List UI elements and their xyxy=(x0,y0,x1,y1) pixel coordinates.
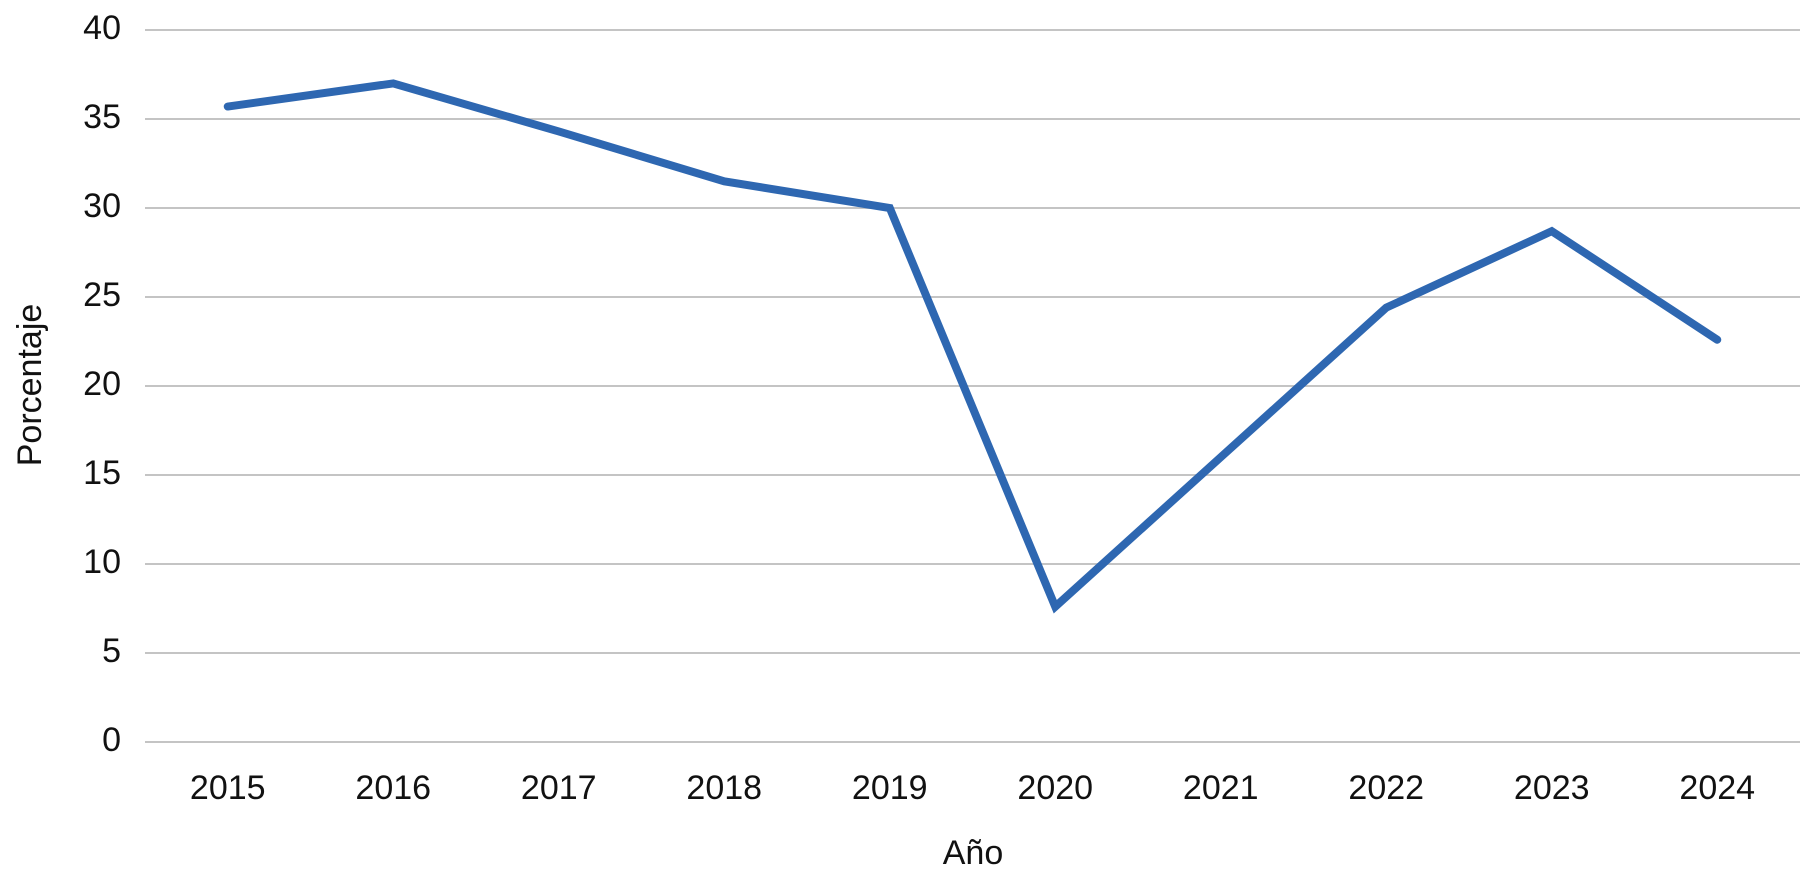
x-tick-label: 2019 xyxy=(852,769,928,807)
y-tick-label: 40 xyxy=(83,9,121,47)
x-tick-label: 2017 xyxy=(521,769,597,807)
y-tick-label: 15 xyxy=(83,454,121,492)
x-tick-label: 2016 xyxy=(355,769,431,807)
data-line xyxy=(223,79,1722,614)
x-tick-label: 2024 xyxy=(1679,769,1755,807)
y-tick-label: 0 xyxy=(102,721,121,759)
x-tick-label: 2021 xyxy=(1183,769,1259,807)
y-tick-label: 30 xyxy=(83,187,121,225)
x-tick-label: 2020 xyxy=(1017,769,1093,807)
x-tick-label: 2018 xyxy=(686,769,762,807)
y-tick-label: 25 xyxy=(83,276,121,314)
y-axis-title: Porcentaje xyxy=(11,304,49,467)
x-tick-label: 2023 xyxy=(1514,769,1590,807)
y-tick-label: 20 xyxy=(83,365,121,403)
y-tick-label: 35 xyxy=(83,98,121,136)
y-tick-label: 5 xyxy=(102,632,121,670)
x-tick-label: 2022 xyxy=(1348,769,1424,807)
x-tick-label: 2015 xyxy=(190,769,266,807)
y-tick-label: 10 xyxy=(83,543,121,581)
x-axis-title: Año xyxy=(943,834,1004,872)
